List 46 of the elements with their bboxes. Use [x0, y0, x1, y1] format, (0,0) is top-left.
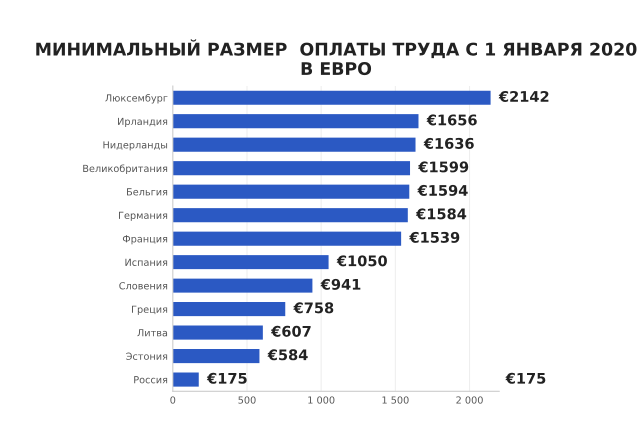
y-tick-label: Люксембург [105, 94, 168, 104]
x-tick-label: 0 [170, 396, 176, 404]
bar [172, 90, 491, 105]
y-tick-label: Литва [137, 329, 168, 336]
bar [172, 161, 410, 176]
y-tick-label: Словения [119, 282, 168, 290]
data-label: €1599 [418, 161, 468, 172]
bar [172, 326, 263, 340]
bar [172, 302, 286, 316]
text: €175 [505, 372, 546, 384]
data-label: €941 [320, 278, 360, 290]
y-tick-label: Германия [118, 212, 168, 221]
chart-title: МИНИМАЛЬНЫЙ РАЗМЕР ОПЛАТЫ ТРУДА С 1 ЯНВАРЯ 2020 В ЕВРО [36, 39, 636, 76]
data-label: €1656 [426, 114, 477, 126]
data-label: €1636 [424, 138, 474, 149]
y-tick-label: Испания [125, 258, 168, 266]
bar [172, 114, 418, 128]
bar [172, 232, 402, 246]
bar [172, 184, 410, 199]
data-label: €607 [270, 326, 311, 337]
y-tick-label: Россия [134, 376, 168, 384]
data-label: €758 [293, 302, 334, 314]
x-tick-label: 1 500 [382, 396, 409, 404]
x-tick-label: 2 000 [456, 396, 483, 404]
data-label: €1050 [336, 255, 387, 266]
data-label: €1539 [409, 232, 460, 243]
data-label: €175 [206, 372, 247, 384]
y-tick-label: Франция [122, 235, 168, 244]
y-tick-label: Нидерланды [103, 141, 168, 150]
bar [172, 208, 408, 222]
data-label: €584 [268, 349, 308, 360]
x-tick-label: 500 [238, 396, 256, 404]
bar [172, 255, 329, 270]
y-tick-label: Ирландия [118, 118, 168, 127]
bar [172, 278, 312, 293]
y-tick-label: Эстония [126, 352, 168, 360]
bar [172, 372, 199, 387]
data-label: €1594 [417, 184, 468, 196]
x-tick-label: 1 000 [308, 396, 334, 404]
data-label: €1584 [416, 208, 466, 220]
data-label: €2142 [498, 90, 548, 102]
y-tick-label: Греция [132, 306, 168, 315]
y-tick-label: Великобритания [83, 164, 168, 174]
bar [172, 138, 416, 152]
y-tick-label: Бельгия [127, 188, 168, 196]
bar [172, 349, 260, 364]
